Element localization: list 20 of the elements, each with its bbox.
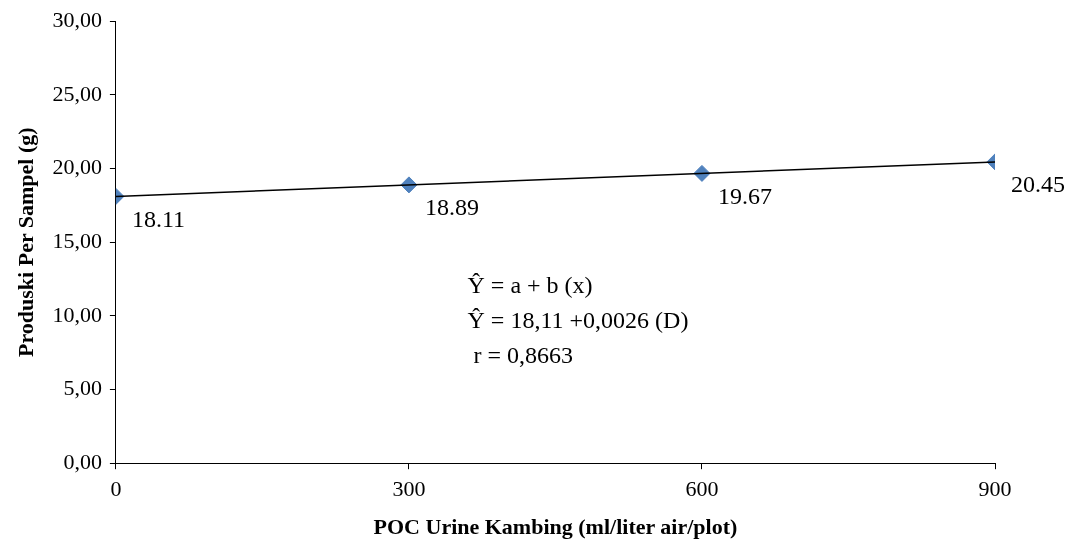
data-label: 20.45: [1011, 171, 1065, 198]
y-tick-label: 10,00: [52, 301, 102, 327]
y-tick-label: 15,00: [52, 227, 102, 253]
y-tick-label: 20,00: [52, 154, 102, 180]
y-axis-title: Produski Per Sampel (g): [12, 127, 38, 357]
data-label: 18.89: [424, 194, 479, 221]
data-label: 19.67: [717, 182, 772, 209]
x-tick-label: 900: [978, 476, 1012, 502]
x-tick-label: 600: [685, 476, 719, 502]
y-tick-label: 0,00: [63, 448, 102, 474]
annotation: r = 0,8663: [467, 341, 574, 368]
y-tick-label: 30,00: [52, 6, 102, 32]
y-tick-label: 5,00: [63, 375, 102, 401]
x-axis-title: POC Urine Kambing (ml/liter air/plot): [373, 514, 738, 540]
y-tick-label: 25,00: [52, 80, 102, 106]
data-label: 18.11: [131, 205, 186, 232]
x-tick-label: 300: [392, 476, 426, 502]
annotation: Ŷ = 18,11 +0,0026 (D): [467, 306, 689, 333]
annotation: Ŷ = a + b (x): [467, 271, 593, 298]
x-tick-label: 0: [110, 476, 122, 502]
